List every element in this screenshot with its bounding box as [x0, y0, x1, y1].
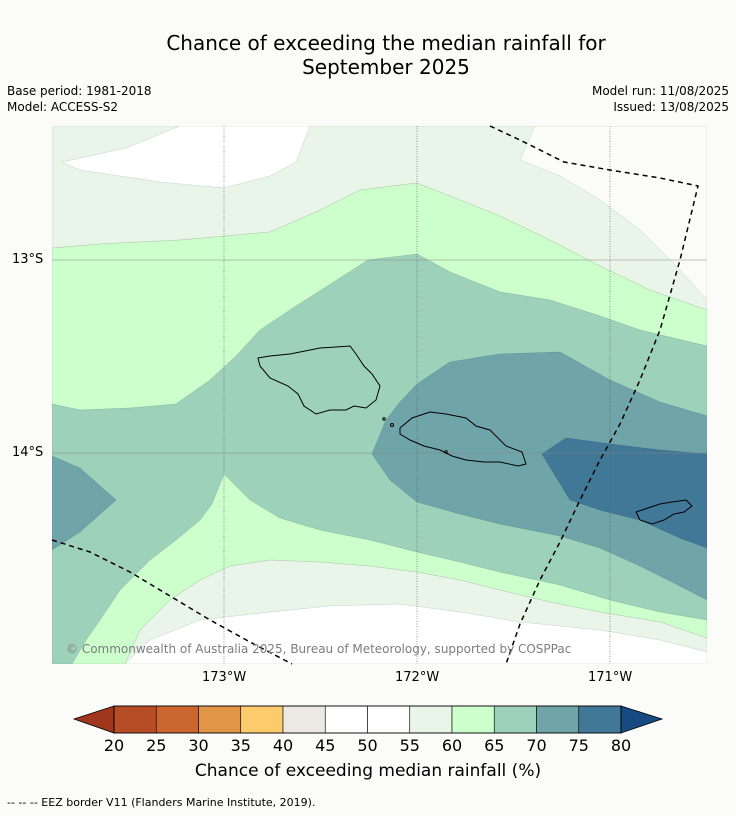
colorbar-box	[493, 705, 537, 734]
colorbar	[72, 705, 664, 734]
colorbar-tick-label: 80	[610, 736, 632, 755]
coastlines	[257, 345, 693, 525]
colorbar-extend-high	[620, 705, 664, 734]
contour-70-75-center	[371, 351, 707, 601]
eez-border-southwest	[51, 539, 293, 665]
probability-contours	[52, 126, 707, 664]
colorbar-tick-label: 40	[272, 736, 294, 755]
colorbar-box	[451, 705, 495, 734]
colorbar-tick-label: 55	[399, 736, 420, 755]
colorbar-box	[578, 705, 622, 734]
colorbar-box	[367, 705, 411, 734]
colorbar-tick-label: 25	[146, 736, 167, 755]
colorbar-title: Chance of exceeding median rainfall (%)	[194, 761, 542, 781]
colorbar-tick-label: 50	[357, 736, 378, 755]
colorbar-tick-label: 65	[484, 736, 505, 755]
contour-below-55-northeast	[519, 126, 707, 301]
model-name: Model: ACCESS-S2	[7, 100, 119, 114]
map-title-line2: September 2025	[302, 55, 470, 79]
meta-left: Base period: 1981-2018 Model: ACCESS-S2	[7, 83, 152, 115]
colorbar-box	[536, 705, 580, 734]
colorbar-outline	[113, 705, 622, 734]
contour-70-75-west	[52, 455, 117, 551]
eez-border-east	[489, 125, 699, 665]
colorbar-extend-low	[72, 705, 115, 734]
colorbar-box	[240, 705, 284, 734]
graticule	[52, 126, 707, 664]
colorbar-box	[198, 705, 242, 734]
colorbar-tick-label: 30	[188, 736, 209, 755]
colorbar-boxes	[113, 705, 622, 734]
islet	[382, 417, 386, 421]
lon-tick-171w: 171°W	[588, 670, 633, 685]
islet	[390, 423, 394, 427]
island-tutuila	[635, 499, 693, 525]
contour-75-80	[541, 437, 707, 549]
island-savaii	[257, 345, 381, 415]
base-period: Base period: 1981-2018	[7, 84, 152, 98]
colorbar-box	[282, 705, 326, 734]
colorbar-tick-label: 70	[526, 736, 547, 755]
contour-below-55-north	[61, 126, 311, 189]
island-upolu	[399, 411, 527, 467]
colorbar-box	[324, 705, 368, 734]
colorbar-box	[113, 705, 157, 734]
lon-tick-173w: 173°W	[202, 670, 247, 685]
copyright-credit: © Commonwealth of Australia 2025, Bureau…	[66, 642, 572, 656]
lon-tick-172w: 172°W	[395, 670, 440, 685]
map-title-line1: Chance of exceeding the median rainfall …	[166, 31, 606, 55]
meta-right: Model run: 11/08/2025 Issued: 13/08/2025	[592, 83, 729, 115]
issued-date: Issued: 13/08/2025	[613, 100, 729, 114]
lat-tick-14s: 14°S	[12, 445, 44, 460]
islet	[444, 450, 448, 454]
colorbar-tick-label: 60	[441, 736, 463, 755]
map-title: Chance of exceeding the median rainfall …	[0, 31, 736, 79]
colorbar-tick-label: 75	[568, 736, 589, 755]
lat-tick-13s: 13°S	[12, 252, 44, 267]
colorbar-tick-label: 45	[315, 736, 336, 755]
colorbar-box	[155, 705, 199, 734]
colorbar-box	[409, 705, 453, 734]
eez-borders	[51, 125, 699, 665]
colorbar-tick-label: 20	[103, 736, 125, 755]
contour-below-55-south	[124, 603, 707, 664]
eez-footnote: -- -- -- EEZ border V11 (Flanders Marine…	[7, 796, 316, 809]
colorbar-tick-label: 35	[230, 736, 251, 755]
model-run: Model run: 11/08/2025	[591, 84, 729, 98]
